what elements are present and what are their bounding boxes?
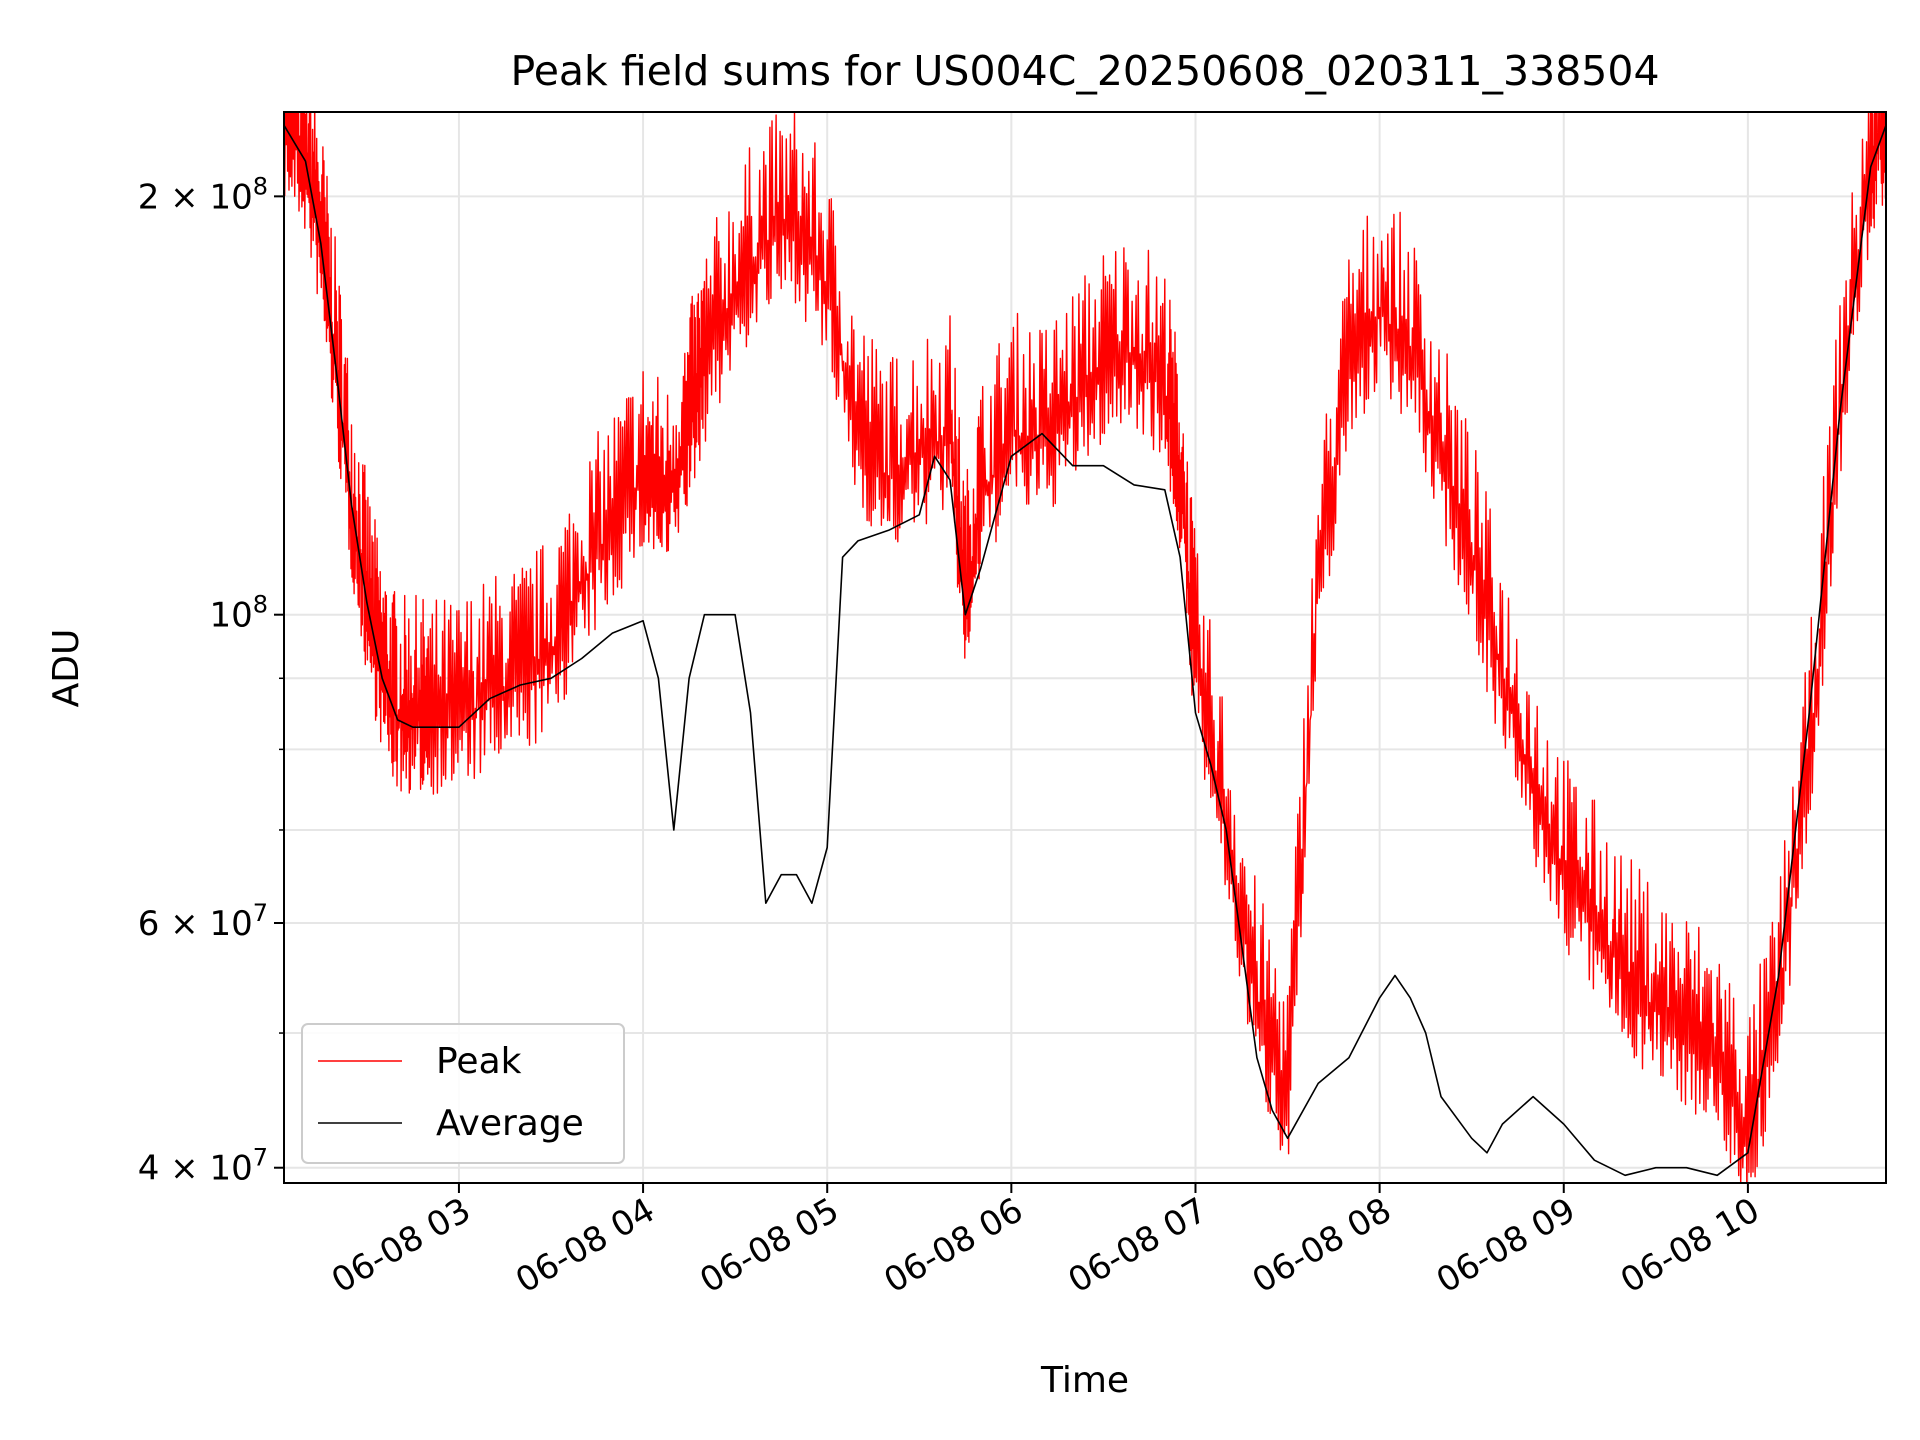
x-tick-label: 06-08 09 (1430, 1190, 1582, 1301)
x-tick-label: 06-08 04 (509, 1190, 661, 1301)
y-tick-label: 6 × 107 (138, 899, 268, 944)
series-layer (284, 112, 1886, 1183)
x-axis-label: Time (1040, 1360, 1129, 1401)
x-tick-label: 06-08 07 (1062, 1190, 1214, 1301)
legend-label-average: Average (436, 1103, 584, 1144)
legend-box (301, 1023, 625, 1164)
plot-frame (283, 111, 1887, 1184)
y-tick-label: 108 (209, 591, 268, 636)
legend: Peak Average (301, 1023, 625, 1164)
legend-label-peak: Peak (436, 1041, 522, 1082)
x-tick-label: 06-08 10 (1614, 1190, 1766, 1301)
series-line-peak (284, 112, 1886, 1183)
x-tick-label: 06-08 05 (693, 1190, 845, 1301)
x-tick-label: 06-08 06 (877, 1190, 1029, 1301)
x-tick-label: 06-08 03 (325, 1190, 477, 1301)
y-tick-label: 4 × 107 (138, 1144, 268, 1189)
chart-title: Peak field sums for US004C_20250608_0203… (510, 47, 1659, 95)
y-axis-label: ADU (46, 629, 87, 708)
y-tick-label: 2 × 108 (138, 172, 268, 217)
series-line-average (284, 124, 1886, 1177)
x-tick-label: 06-08 08 (1246, 1190, 1398, 1301)
